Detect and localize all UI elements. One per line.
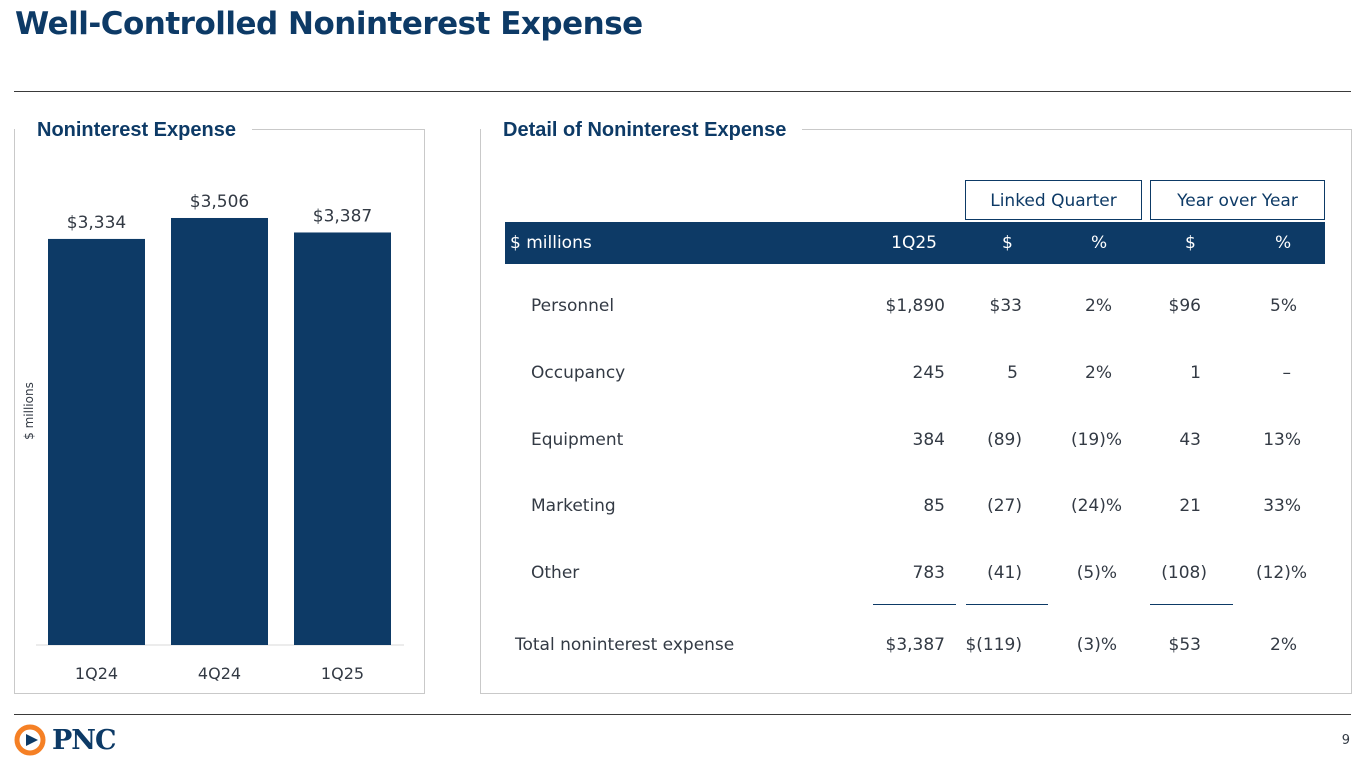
table-column-header: $ millions 1Q25 $ % $ % (505, 222, 1325, 264)
row-label: Equipment (531, 430, 624, 450)
bar-1Q24 (48, 238, 145, 645)
cell-lq-pct: (5)% (1076, 563, 1117, 583)
row-label: Other (531, 563, 580, 583)
table-row: Other 783 (41) (5)% (108) (12)% (0, 563, 1365, 593)
bar-data-label: $3,334 (67, 213, 126, 233)
row-label: Personnel (531, 296, 615, 316)
table-panel-title: Detail of Noninterest Expense (481, 118, 803, 142)
cell-1q25: 783 (912, 563, 945, 583)
table-row: Marketing 85 (27) (24)% 21 33% (0, 496, 1365, 526)
pnc-logo-text: PNC (52, 724, 116, 756)
cell-yoy-dollar: (108) (1161, 563, 1207, 583)
cell-lq-dollar: $33 (989, 296, 1022, 316)
bar-data-label: $3,506 (190, 192, 249, 212)
table-panel: Detail of Noninterest Expense (480, 118, 1352, 694)
cell-1q25: 245 (912, 363, 945, 383)
footer-divider (14, 714, 1351, 715)
x-tick-label: 4Q24 (198, 664, 241, 683)
cell-1q25: $1,890 (885, 296, 945, 316)
linked-quarter-header: Linked Quarter (965, 180, 1142, 220)
cell-yoy-dollar: 43 (1179, 430, 1201, 450)
subtotal-rule (1150, 604, 1233, 605)
cell-lq-pct: (19)% (1070, 430, 1122, 450)
cell-lq-pct: 2% (1085, 363, 1112, 383)
cell-yoy-pct: – (1282, 363, 1292, 383)
x-tick-label: 1Q25 (321, 664, 364, 683)
chart-panel-title: Noninterest Expense (15, 118, 252, 142)
table-total-row: Total noninterest expense $3,387 $(119) … (0, 635, 1365, 665)
y-axis-label: $ millions (22, 382, 36, 440)
year-over-year-header: Year over Year (1150, 180, 1325, 220)
page-title: Well-Controlled Noninterest Expense (15, 6, 643, 42)
table-row: Equipment 384 (89) (19)% 43 13% (0, 430, 1365, 460)
table-row: Personnel $1,890 $33 2% $96 5% (0, 296, 1365, 326)
total-1q25: $3,387 (885, 635, 945, 655)
cell-1q25: 384 (912, 430, 945, 450)
total-yoy-pct: 2% (1270, 635, 1297, 655)
pnc-logo: PNC (14, 724, 116, 756)
cell-1q25: 85 (923, 496, 945, 516)
col-header-1q25: 1Q25 (891, 233, 937, 253)
bar-4Q24 (171, 217, 268, 645)
col-header-lq-dollar: $ (1002, 233, 1013, 253)
col-header-lq-pct: % (1091, 233, 1108, 253)
cell-yoy-dollar: $96 (1168, 296, 1201, 316)
row-label: Occupancy (531, 363, 626, 383)
subtotal-rule (873, 604, 956, 605)
col-header-label: $ millions (510, 233, 592, 253)
cell-lq-dollar: 5 (1007, 363, 1018, 383)
header-divider (14, 91, 1351, 92)
cell-yoy-dollar: 21 (1179, 496, 1201, 516)
cell-yoy-pct: 5% (1270, 296, 1297, 316)
cell-yoy-pct: (12)% (1255, 563, 1307, 583)
subtotal-rule (966, 604, 1048, 605)
page-number: 9 (1341, 733, 1350, 748)
col-header-yoy-pct: % (1275, 233, 1292, 253)
pnc-logo-icon (14, 724, 46, 756)
total-yoy-dollar: $53 (1168, 635, 1201, 655)
cell-yoy-pct: 33% (1263, 496, 1301, 516)
cell-lq-dollar: (41) (987, 563, 1022, 583)
chart-panel: Noninterest Expense (14, 118, 425, 694)
cell-lq-dollar: (89) (987, 430, 1022, 450)
x-tick-label: 1Q24 (75, 664, 118, 683)
total-lq-dollar: $(119) (965, 635, 1022, 655)
cell-yoy-pct: 13% (1263, 430, 1301, 450)
row-label: Marketing (531, 496, 616, 516)
cell-lq-dollar: (27) (987, 496, 1022, 516)
cell-lq-pct: 2% (1085, 296, 1112, 316)
table-row: Occupancy 245 5 2% 1 – (0, 363, 1365, 393)
total-lq-pct: (3)% (1076, 635, 1117, 655)
bar-data-label: $3,387 (313, 206, 372, 226)
cell-lq-pct: (24)% (1070, 496, 1122, 516)
col-header-yoy-dollar: $ (1185, 233, 1196, 253)
total-label: Total noninterest expense (515, 635, 735, 655)
cell-yoy-dollar: 1 (1190, 363, 1201, 383)
bar-1Q25 (294, 232, 391, 645)
